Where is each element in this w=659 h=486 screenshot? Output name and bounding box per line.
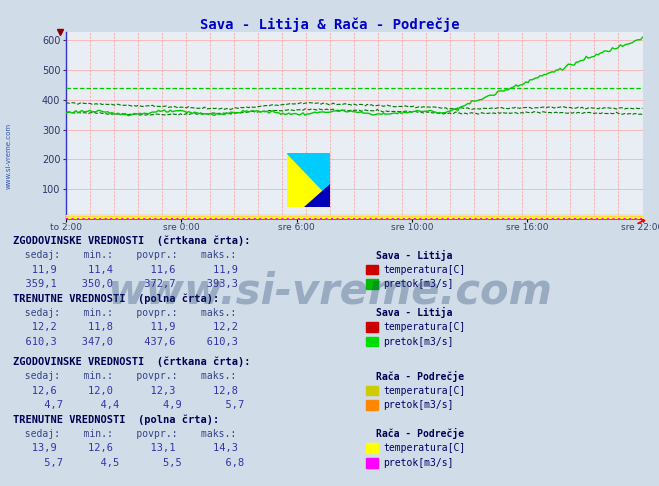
Text: temperatura[C]: temperatura[C] bbox=[384, 322, 466, 332]
Bar bbox=[366, 337, 378, 347]
Text: pretok[m3/s]: pretok[m3/s] bbox=[384, 400, 454, 410]
Bar bbox=[366, 444, 378, 453]
Bar bbox=[366, 323, 378, 332]
Text: 610,3    347,0     437,6     610,3: 610,3 347,0 437,6 610,3 bbox=[13, 337, 238, 347]
Text: Sava - Litija: Sava - Litija bbox=[376, 307, 452, 318]
Text: 12,6     12,0      12,3      12,8: 12,6 12,0 12,3 12,8 bbox=[13, 386, 238, 396]
Text: 13,9     12,6      13,1      14,3: 13,9 12,6 13,1 14,3 bbox=[13, 443, 238, 453]
Text: sedaj:    min.:    povpr.:    maks.:: sedaj: min.: povpr.: maks.: bbox=[13, 250, 237, 260]
Polygon shape bbox=[304, 184, 330, 207]
Text: www.si-vreme.com: www.si-vreme.com bbox=[5, 122, 12, 189]
Text: 11,9     11,4      11,6      11,9: 11,9 11,4 11,6 11,9 bbox=[13, 265, 238, 275]
Text: Rača - Podrečje: Rača - Podrečje bbox=[376, 428, 464, 439]
Text: 12,2     11,8      11,9      12,2: 12,2 11,8 11,9 12,2 bbox=[13, 322, 238, 332]
Bar bbox=[366, 265, 378, 275]
Bar bbox=[366, 386, 378, 396]
Text: TRENUTNE VREDNOSTI  (polna črta):: TRENUTNE VREDNOSTI (polna črta): bbox=[13, 293, 219, 304]
Text: Sava - Litija & Rača - Podrečje: Sava - Litija & Rača - Podrečje bbox=[200, 17, 459, 32]
Text: 4,7      4,4       4,9       5,7: 4,7 4,4 4,9 5,7 bbox=[13, 400, 244, 410]
Text: ZGODOVINSKE VREDNOSTI  (črtkana črta):: ZGODOVINSKE VREDNOSTI (črtkana črta): bbox=[13, 357, 250, 367]
Bar bbox=[366, 458, 378, 468]
Text: sedaj:    min.:    povpr.:    maks.:: sedaj: min.: povpr.: maks.: bbox=[13, 429, 237, 439]
Text: pretok[m3/s]: pretok[m3/s] bbox=[384, 279, 454, 289]
Bar bbox=[366, 279, 378, 289]
Polygon shape bbox=[287, 153, 330, 198]
Text: Sava - Litija: Sava - Litija bbox=[376, 250, 452, 261]
Text: www.si-vreme.com: www.si-vreme.com bbox=[107, 271, 552, 312]
Text: temperatura[C]: temperatura[C] bbox=[384, 265, 466, 275]
Text: pretok[m3/s]: pretok[m3/s] bbox=[384, 458, 454, 468]
Text: Rača - Podrečje: Rača - Podrečje bbox=[376, 371, 464, 382]
Text: ZGODOVINSKE VREDNOSTI  (črtkana črta):: ZGODOVINSKE VREDNOSTI (črtkana črta): bbox=[13, 236, 250, 246]
Text: pretok[m3/s]: pretok[m3/s] bbox=[384, 337, 454, 347]
Bar bbox=[366, 400, 378, 410]
Text: TRENUTNE VREDNOSTI  (polna črta):: TRENUTNE VREDNOSTI (polna črta): bbox=[13, 414, 219, 425]
Text: temperatura[C]: temperatura[C] bbox=[384, 443, 466, 453]
Text: temperatura[C]: temperatura[C] bbox=[384, 386, 466, 396]
Text: 5,7      4,5       5,5       6,8: 5,7 4,5 5,5 6,8 bbox=[13, 458, 244, 468]
Text: sedaj:    min.:    povpr.:    maks.:: sedaj: min.: povpr.: maks.: bbox=[13, 371, 237, 382]
Text: 359,1    350,0     372,7     393,3: 359,1 350,0 372,7 393,3 bbox=[13, 279, 238, 289]
Text: sedaj:    min.:    povpr.:    maks.:: sedaj: min.: povpr.: maks.: bbox=[13, 308, 237, 318]
